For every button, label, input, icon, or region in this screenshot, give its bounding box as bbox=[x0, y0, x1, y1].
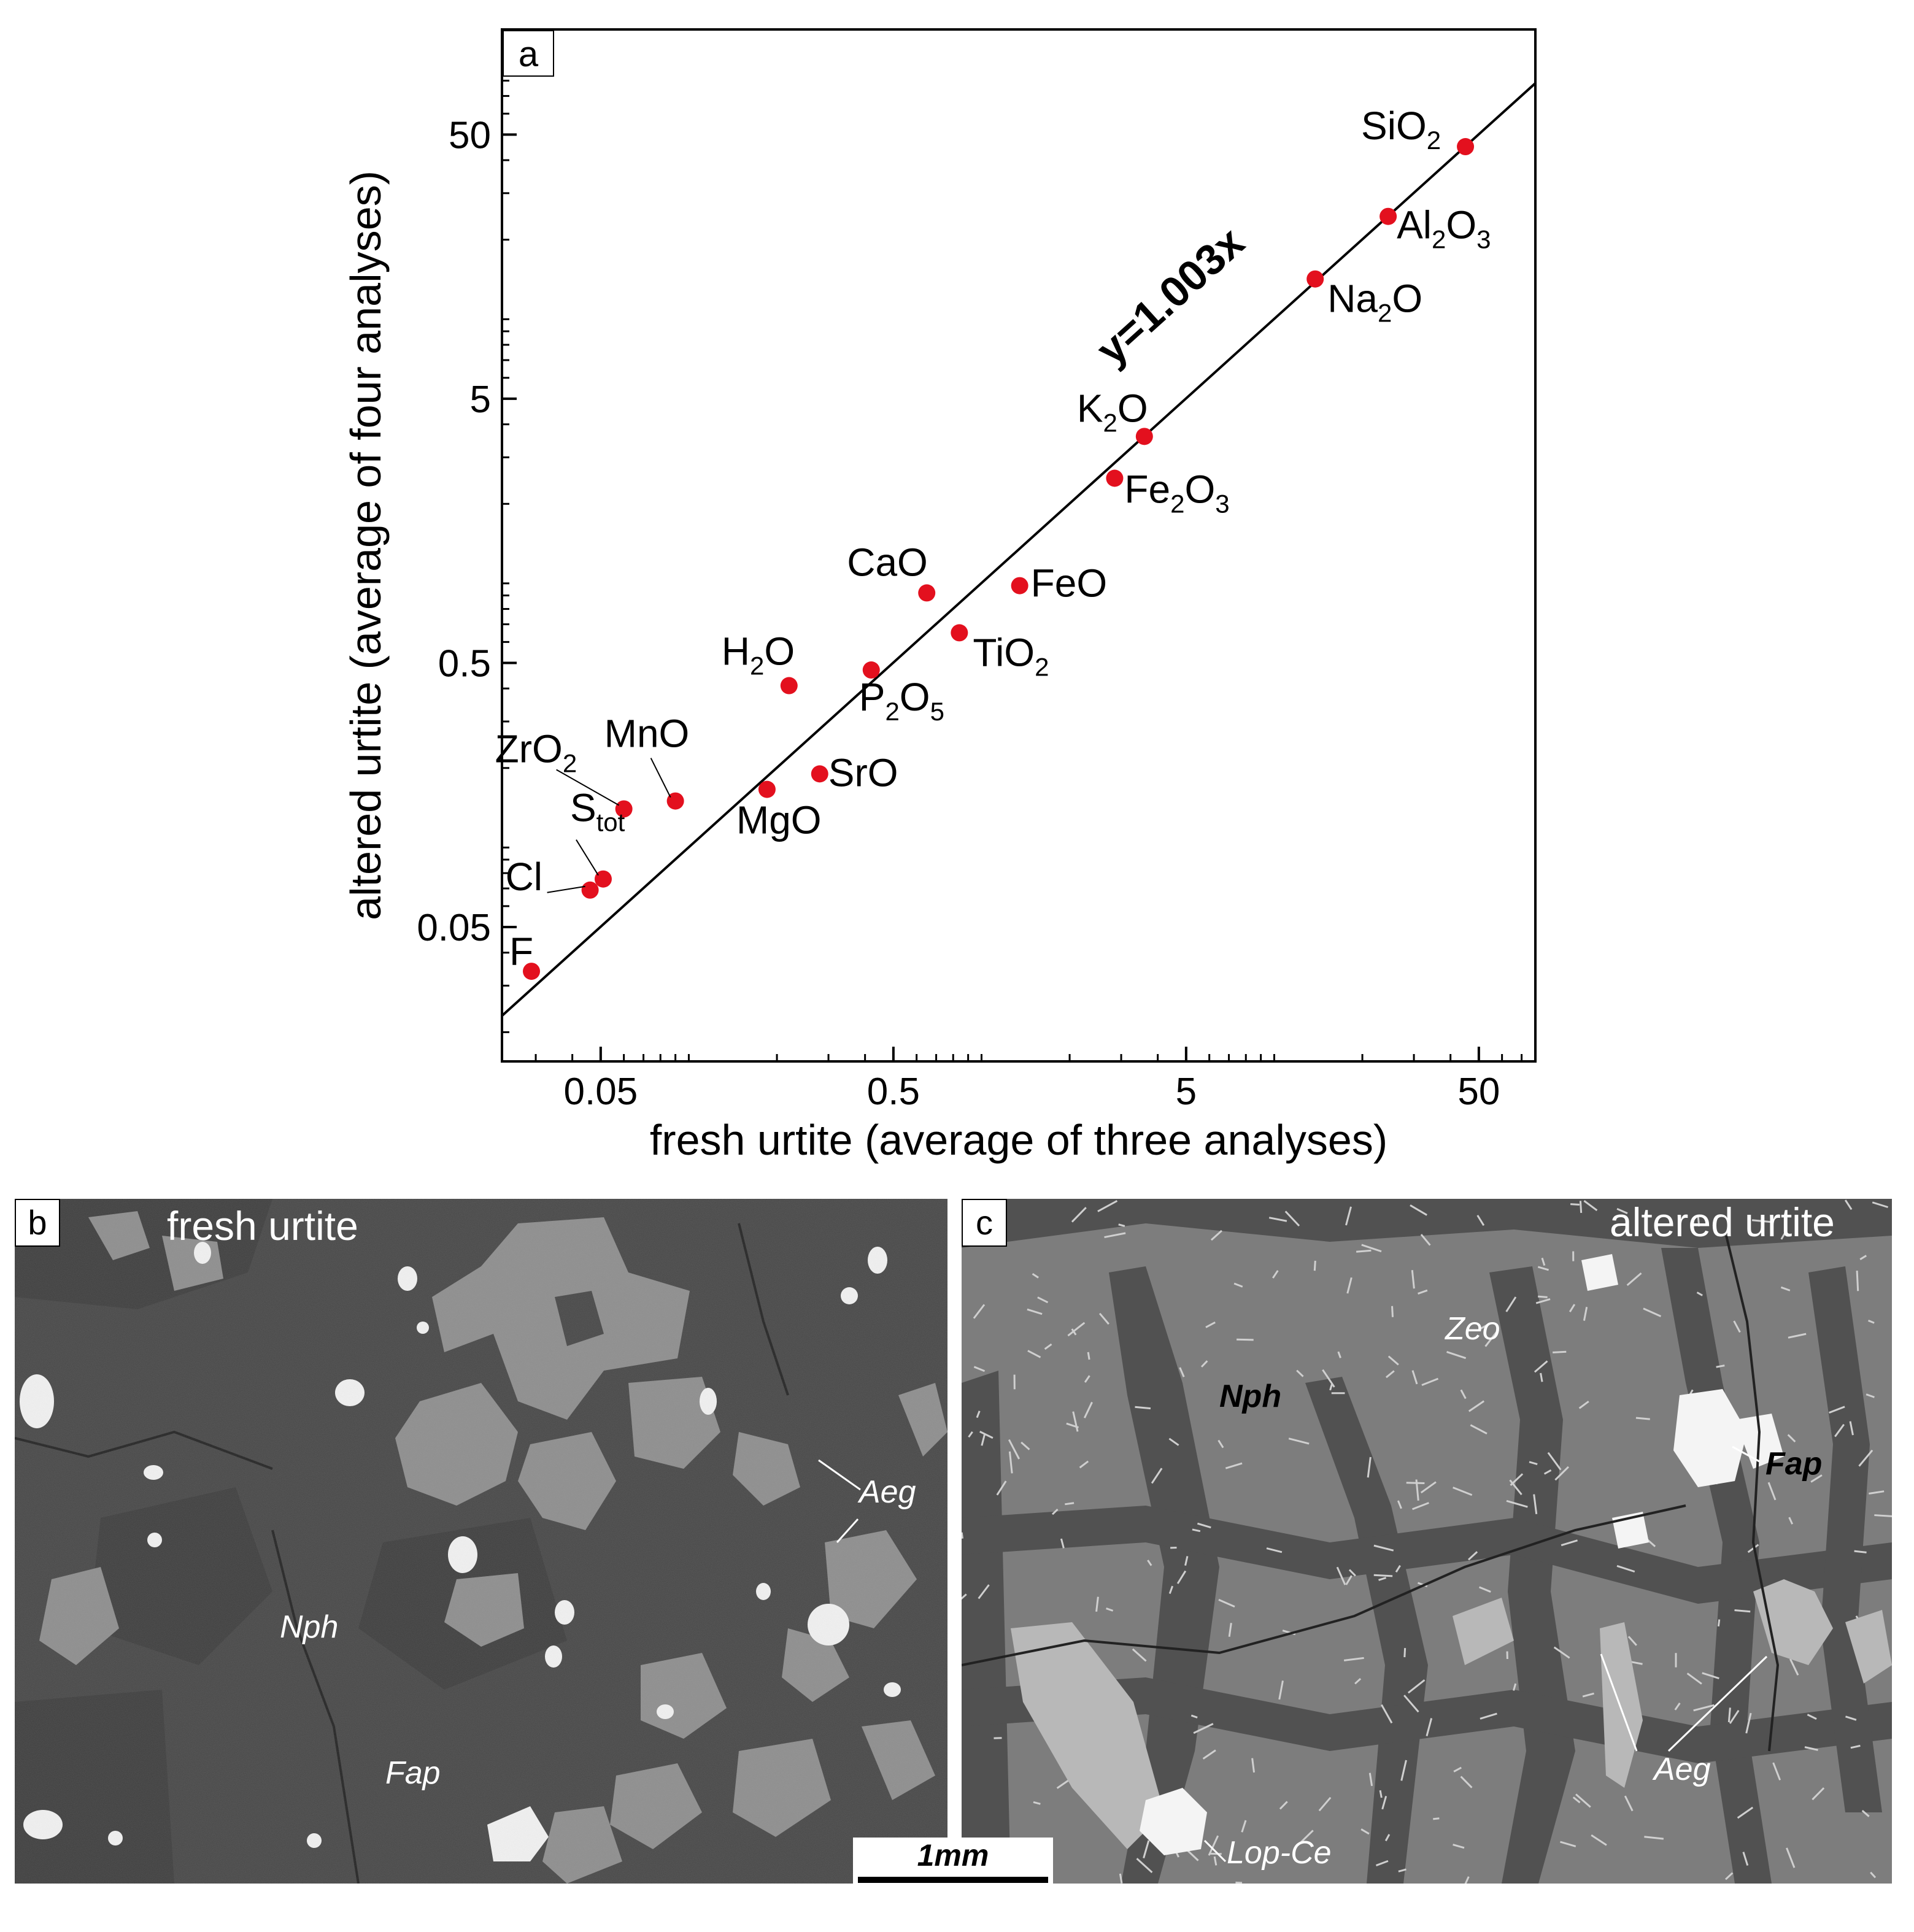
major-ticks bbox=[502, 133, 1480, 1061]
label-na2o: Na2O bbox=[1327, 277, 1422, 328]
panel-b-image: b fresh urtite Aeg Nph Fap bbox=[15, 1199, 947, 1884]
point-sio2 bbox=[1457, 138, 1475, 156]
point-h2o bbox=[780, 677, 798, 695]
x-tick-labels: 0.05 0.5 5 50 bbox=[564, 1071, 1500, 1113]
y-tick-label: 5 bbox=[470, 379, 491, 421]
label-al2o3: Al2O3 bbox=[1397, 203, 1491, 254]
plot-frame bbox=[501, 28, 1537, 1063]
x-tick-label: 0.05 bbox=[564, 1071, 638, 1113]
leader-stot bbox=[576, 839, 599, 876]
panel-b-letter: b bbox=[28, 1203, 47, 1242]
point-stot bbox=[594, 870, 612, 888]
panel-a-letter-box bbox=[503, 30, 554, 77]
fit-line bbox=[502, 81, 1535, 1018]
leader-zro2 bbox=[556, 769, 620, 806]
label-lop-c: Lop-Ce bbox=[1227, 1835, 1332, 1871]
x-axis-label: fresh urtite (average of three analyses) bbox=[650, 1116, 1387, 1164]
label-mno: MnO bbox=[604, 712, 690, 756]
label-aeg-c: Aeg bbox=[1654, 1752, 1711, 1787]
point-mno bbox=[666, 792, 684, 810]
leader-cl bbox=[547, 885, 585, 893]
point-al2o3 bbox=[1380, 207, 1397, 225]
point-mgo bbox=[758, 780, 776, 798]
label-mgo: MgO bbox=[736, 798, 822, 842]
point-f bbox=[523, 963, 541, 980]
label-aeg-b: Aeg bbox=[859, 1474, 916, 1510]
point-tio2 bbox=[951, 624, 968, 642]
label-nph-c: Nph bbox=[1219, 1379, 1282, 1414]
label-f: F bbox=[509, 929, 533, 974]
panel-c-title: altered urtite bbox=[1610, 1199, 1835, 1245]
point-p2o5 bbox=[862, 661, 880, 679]
panel-a: y=1.003x SiO2Al2O3Na2OK2OFe2O3FeOCaOTiO2… bbox=[342, 28, 1537, 1164]
y-tick-label: 0.5 bbox=[438, 642, 491, 685]
x-tick-label: 0.5 bbox=[867, 1071, 920, 1113]
panel-b-letter-box: b bbox=[15, 1199, 60, 1247]
panel-c-letter-box: c bbox=[962, 1199, 1007, 1247]
point-feo bbox=[1011, 577, 1028, 595]
leader-lines bbox=[547, 758, 671, 893]
x-tick-label: 50 bbox=[1457, 1071, 1500, 1113]
y-axis-label: altered urtite (average of four analyses… bbox=[342, 171, 390, 920]
panel-c-letter: c bbox=[976, 1203, 993, 1242]
x-tick-label: 5 bbox=[1176, 1071, 1197, 1113]
altered-urtite-micrograph bbox=[962, 1199, 1892, 1884]
y-minor-ticks bbox=[502, 66, 509, 1033]
label-p2o5: P2O5 bbox=[859, 675, 944, 726]
leader-mno bbox=[650, 758, 671, 798]
panel-b-title: fresh urtite bbox=[167, 1203, 358, 1249]
scale-bar-line bbox=[858, 1877, 1048, 1883]
scale-bar-label: 1mm bbox=[917, 1838, 989, 1872]
data-points bbox=[523, 138, 1475, 980]
label-zro2: ZrO2 bbox=[495, 726, 577, 777]
label-sio2: SiO2 bbox=[1361, 104, 1441, 155]
label-sro: SrO bbox=[828, 750, 898, 795]
label-fap-c: Fap bbox=[1765, 1446, 1823, 1482]
label-k2o: K2O bbox=[1077, 386, 1148, 437]
y-tick-label: 0.05 bbox=[417, 907, 491, 949]
label-nph-b: Nph bbox=[280, 1609, 339, 1645]
point-fe2o3 bbox=[1106, 469, 1124, 487]
y-tick-label: 50 bbox=[449, 114, 491, 156]
label-tio2: TiO2 bbox=[973, 630, 1049, 681]
label-cao: CaO bbox=[847, 540, 928, 584]
point-k2o bbox=[1135, 428, 1153, 445]
point-cao bbox=[918, 584, 936, 602]
fresh-urtite-micrograph bbox=[15, 1199, 947, 1884]
panel-a-letter: a bbox=[519, 34, 539, 74]
point-zro2 bbox=[615, 800, 633, 818]
label-fe2o3: Fe2O3 bbox=[1124, 468, 1229, 518]
point-labels: SiO2 Al2O3 Na2O K2O Fe2O3 FeO CaO TiO2 P2O5 H2O Sr… bbox=[495, 104, 1491, 974]
label-h2o: H2O bbox=[722, 629, 795, 680]
scale-bar: 1mm bbox=[853, 1838, 1053, 1888]
label-feo: FeO bbox=[1031, 561, 1107, 606]
y-tick-labels: 0.05 0.5 5 50 bbox=[417, 114, 491, 949]
point-na2o bbox=[1306, 270, 1324, 288]
label-zeo-c: Zeo bbox=[1445, 1311, 1500, 1347]
label-cl: Cl bbox=[506, 855, 542, 899]
label-fap-b: Fap bbox=[385, 1755, 441, 1791]
panel-c-image: c altered urtite Zeo Nph Fap Aeg Lop-Ce bbox=[962, 1199, 1892, 1884]
point-cl bbox=[581, 881, 599, 899]
label-stot: Stot bbox=[570, 786, 625, 837]
point-sro bbox=[811, 765, 828, 783]
